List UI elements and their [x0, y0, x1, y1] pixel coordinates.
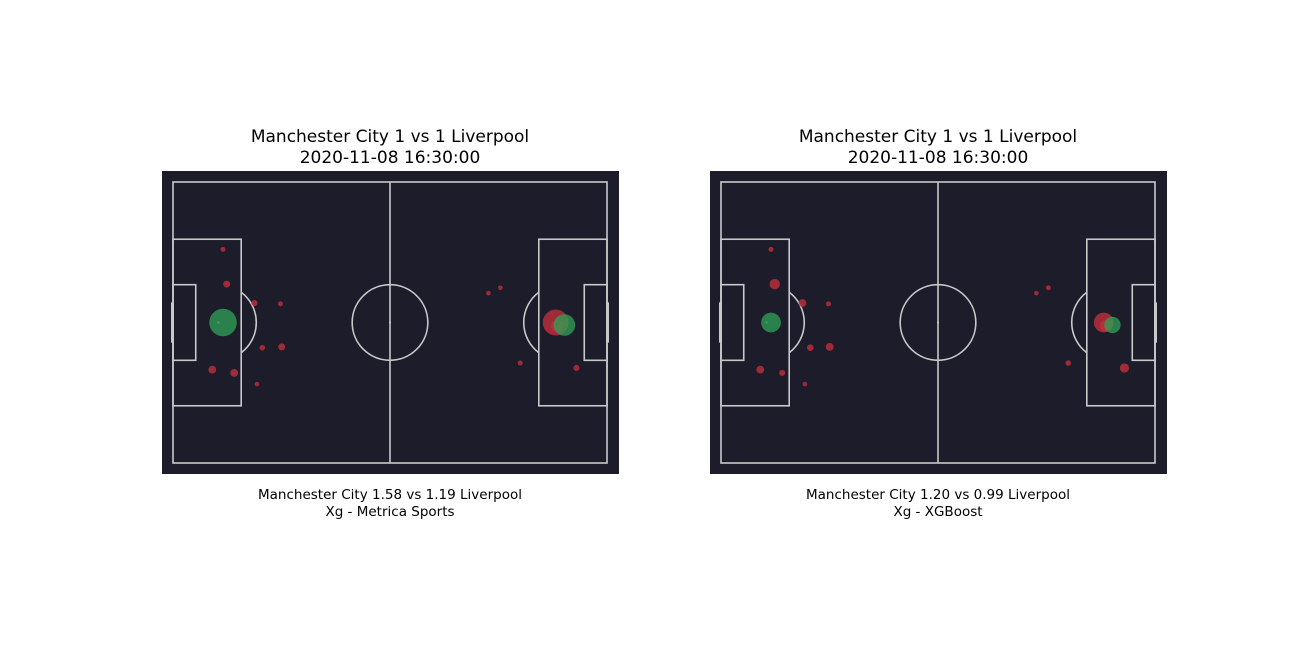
goal-shot-marker [553, 314, 576, 336]
shot-marker [498, 285, 503, 291]
right-goal [1154, 302, 1157, 343]
center-spot [389, 321, 391, 324]
goal-shot-marker [1104, 316, 1121, 334]
chart-subtitle: 2020-11-08 16:30:00 [847, 148, 1029, 168]
shot-marker [1065, 360, 1071, 366]
xg-panel-xgboost: Manchester City 1 vs 1 Liverpool 2020-11… [658, 0, 1218, 648]
shot-marker [825, 342, 834, 351]
left-goal [171, 302, 174, 343]
center-circle [351, 283, 429, 362]
shot-marker [768, 246, 774, 252]
shot-marker [223, 280, 231, 288]
right-penalty-arc [522, 291, 540, 354]
center-spot [937, 321, 939, 324]
shot-marker [1045, 285, 1051, 291]
xg-score-caption: Manchester City 1.20 vs 0.99 Liverpool [806, 487, 1070, 503]
shot-marker [278, 343, 286, 351]
shot-marker [208, 365, 217, 374]
shot-marker [251, 300, 258, 307]
shot-marker [220, 246, 226, 252]
shot-marker [779, 369, 786, 376]
shot-marker [230, 369, 239, 377]
left-penalty-arc [240, 291, 258, 354]
xg-model-caption: Xg - Metrica Sports [325, 504, 455, 520]
shot-marker [798, 299, 807, 307]
shot-marker [802, 381, 808, 387]
shot-marker [1034, 290, 1039, 296]
shot-map-pitch [710, 171, 1167, 474]
right-penalty-arc [1070, 291, 1088, 354]
shot-marker [1119, 363, 1130, 373]
shot-marker [277, 301, 283, 307]
shot-marker [254, 381, 260, 387]
xg-score-caption: Manchester City 1.58 vs 1.19 Liverpool [258, 487, 522, 503]
left-goal [719, 302, 722, 343]
xg-model-caption: Xg - XGBoost [893, 504, 983, 520]
chart-subtitle: 2020-11-08 16:30:00 [299, 148, 481, 168]
shot-marker [756, 365, 765, 374]
center-circle [899, 283, 977, 362]
shot-marker [486, 290, 491, 296]
chart-title: Manchester City 1 vs 1 Liverpool [798, 127, 1078, 147]
shot-map-pitch [162, 171, 619, 474]
right-goal [606, 302, 609, 343]
shot-marker [807, 344, 814, 351]
shot-marker [769, 278, 780, 290]
xg-panel-metrica: Manchester City 1 vs 1 Liverpool 2020-11… [110, 0, 670, 648]
goal-shot-marker [209, 308, 237, 337]
goal-shot-marker [761, 312, 781, 333]
shot-marker [825, 301, 831, 307]
shot-marker [517, 360, 523, 366]
shot-marker [573, 364, 580, 371]
shot-marker [259, 344, 266, 351]
left-penalty-arc [788, 291, 806, 354]
chart-title: Manchester City 1 vs 1 Liverpool [250, 127, 530, 147]
